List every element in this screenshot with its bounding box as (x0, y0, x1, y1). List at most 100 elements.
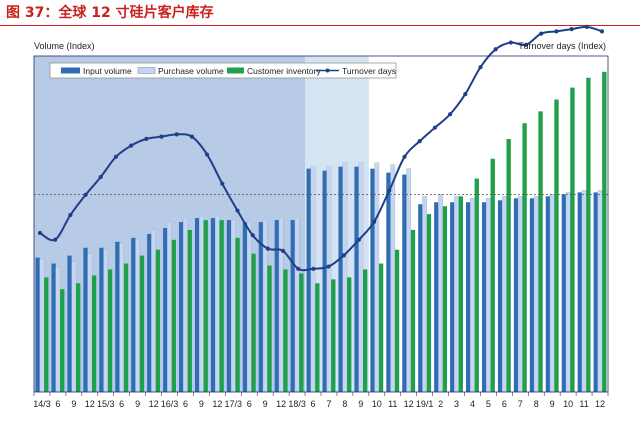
bar-group (481, 158, 495, 393)
turnover-days-marker (478, 65, 483, 70)
turnover-days-marker (387, 188, 392, 193)
x-tick-label: 6 (311, 399, 316, 409)
bar-customer-inventory (203, 220, 208, 392)
x-axis-ticks: 14/3 6 9 12 15/3 6 9 12 16/3 6 9 12 17/3 6 9 12 18/3 6 7 8 9… (33, 392, 609, 409)
x-tick-label: 12 (149, 399, 159, 409)
bar-input-volume (194, 218, 200, 392)
x-tick-label: 12 (212, 399, 222, 409)
bar-customer-inventory (267, 265, 272, 392)
turnover-days-marker (280, 248, 286, 253)
bar-customer-inventory (490, 158, 495, 392)
bar-input-volume (577, 192, 582, 392)
bar-input-volume (163, 227, 168, 392)
bar-customer-inventory (586, 77, 591, 392)
bar-customer-inventory (474, 178, 479, 392)
bar-group (402, 168, 416, 393)
bar-customer-inventory (299, 273, 304, 392)
x-tick-label: 12 (595, 399, 605, 409)
turnover-days-marker (539, 31, 544, 36)
turnover-line (37, 24, 605, 272)
turnover-days-marker (68, 212, 73, 218)
x-tick-label: 8 (342, 399, 347, 409)
x-tick-label: 5 (486, 399, 491, 409)
x-tick-label: 9 (199, 399, 204, 409)
bar-purchase-volume (135, 239, 140, 393)
bar-customer-inventory (602, 71, 607, 392)
bar-group (593, 71, 607, 393)
bar-input-volume (529, 198, 535, 392)
turnover-days-marker (599, 29, 605, 34)
x-tick-label: 11 (579, 399, 588, 409)
turnover-days-marker (220, 181, 225, 186)
x-tick-label: 4 (470, 399, 475, 409)
bar-purchase-volume (374, 162, 380, 393)
bar-group (163, 221, 176, 393)
bar-customer-inventory (394, 249, 400, 392)
x-tick-label: 2 (438, 399, 443, 409)
turnover-days-marker (554, 29, 559, 34)
bar-input-volume (131, 237, 136, 392)
x-tick-label: 9 (550, 399, 555, 409)
turnover-days-marker (144, 136, 149, 141)
bar-customer-inventory (91, 275, 97, 392)
bar-input-volume (67, 255, 72, 392)
bar-group (179, 217, 192, 393)
x-tick-label: 12 (276, 399, 286, 409)
bar-customer-inventory (235, 237, 240, 392)
bar-customer-inventory (76, 283, 81, 392)
bar-input-volume (497, 200, 503, 392)
bar-input-volume (274, 220, 279, 392)
bar-purchase-volume (486, 198, 491, 393)
bar-input-volume (450, 202, 455, 392)
bar-input-volume (418, 204, 423, 392)
bar-customer-inventory (139, 255, 145, 392)
x-tick-label: 10 (372, 399, 382, 409)
bar-input-volume (210, 218, 216, 392)
bar-group (513, 123, 527, 393)
bar-group (418, 196, 432, 393)
bar-group (131, 237, 145, 393)
bar-input-volume (338, 166, 343, 392)
bar-purchase-volume (581, 190, 587, 393)
bar-customer-inventory (187, 229, 192, 392)
bar-purchase-volume (310, 166, 316, 393)
bar-customer-inventory (538, 111, 543, 392)
bar-input-volume (513, 198, 519, 392)
turnover-days-marker (402, 154, 407, 159)
turnover-days-marker (174, 132, 179, 137)
bar-customer-inventory (251, 253, 256, 392)
bar-purchase-volume (438, 194, 443, 393)
bar-input-volume (258, 222, 264, 392)
bar-group (370, 162, 384, 393)
turnover-days-marker (432, 125, 438, 130)
legend-label-turnover: Turnover days (342, 66, 396, 76)
bar-purchase-volume (470, 198, 475, 393)
bar-customer-inventory (60, 289, 65, 392)
bar-customer-inventory (442, 206, 448, 392)
bar-customer-inventory (347, 277, 352, 392)
x-tick-label: 7 (326, 399, 331, 409)
bar-purchase-volume (326, 166, 332, 393)
bar-customer-inventory (219, 220, 224, 392)
turnover-days-marker (235, 208, 240, 213)
bar-input-volume (115, 241, 120, 392)
x-tick-label: 11 (388, 399, 397, 409)
bar-input-volume (402, 174, 407, 392)
turnover-days-marker (37, 230, 43, 236)
bar-purchase-volume (565, 192, 571, 393)
bar-customer-inventory (331, 279, 336, 392)
bar-customer-inventory (570, 87, 575, 392)
right-axis-title: Turnover days (Index) (518, 41, 606, 51)
bar-input-volume (83, 247, 88, 392)
bar-purchase-volume (502, 196, 507, 393)
bar-input-volume (354, 166, 359, 392)
bar-input-volume (99, 247, 104, 392)
bar-customer-inventory (44, 277, 49, 392)
legend: Input volume Purchase volume Customer in… (49, 62, 397, 79)
bar-input-volume (434, 202, 439, 392)
turnover-days-marker (296, 266, 301, 271)
turnover-days-marker (584, 24, 589, 29)
turnover-days-marker (159, 134, 164, 139)
left-axis-title: Volume (Index) (34, 41, 95, 51)
